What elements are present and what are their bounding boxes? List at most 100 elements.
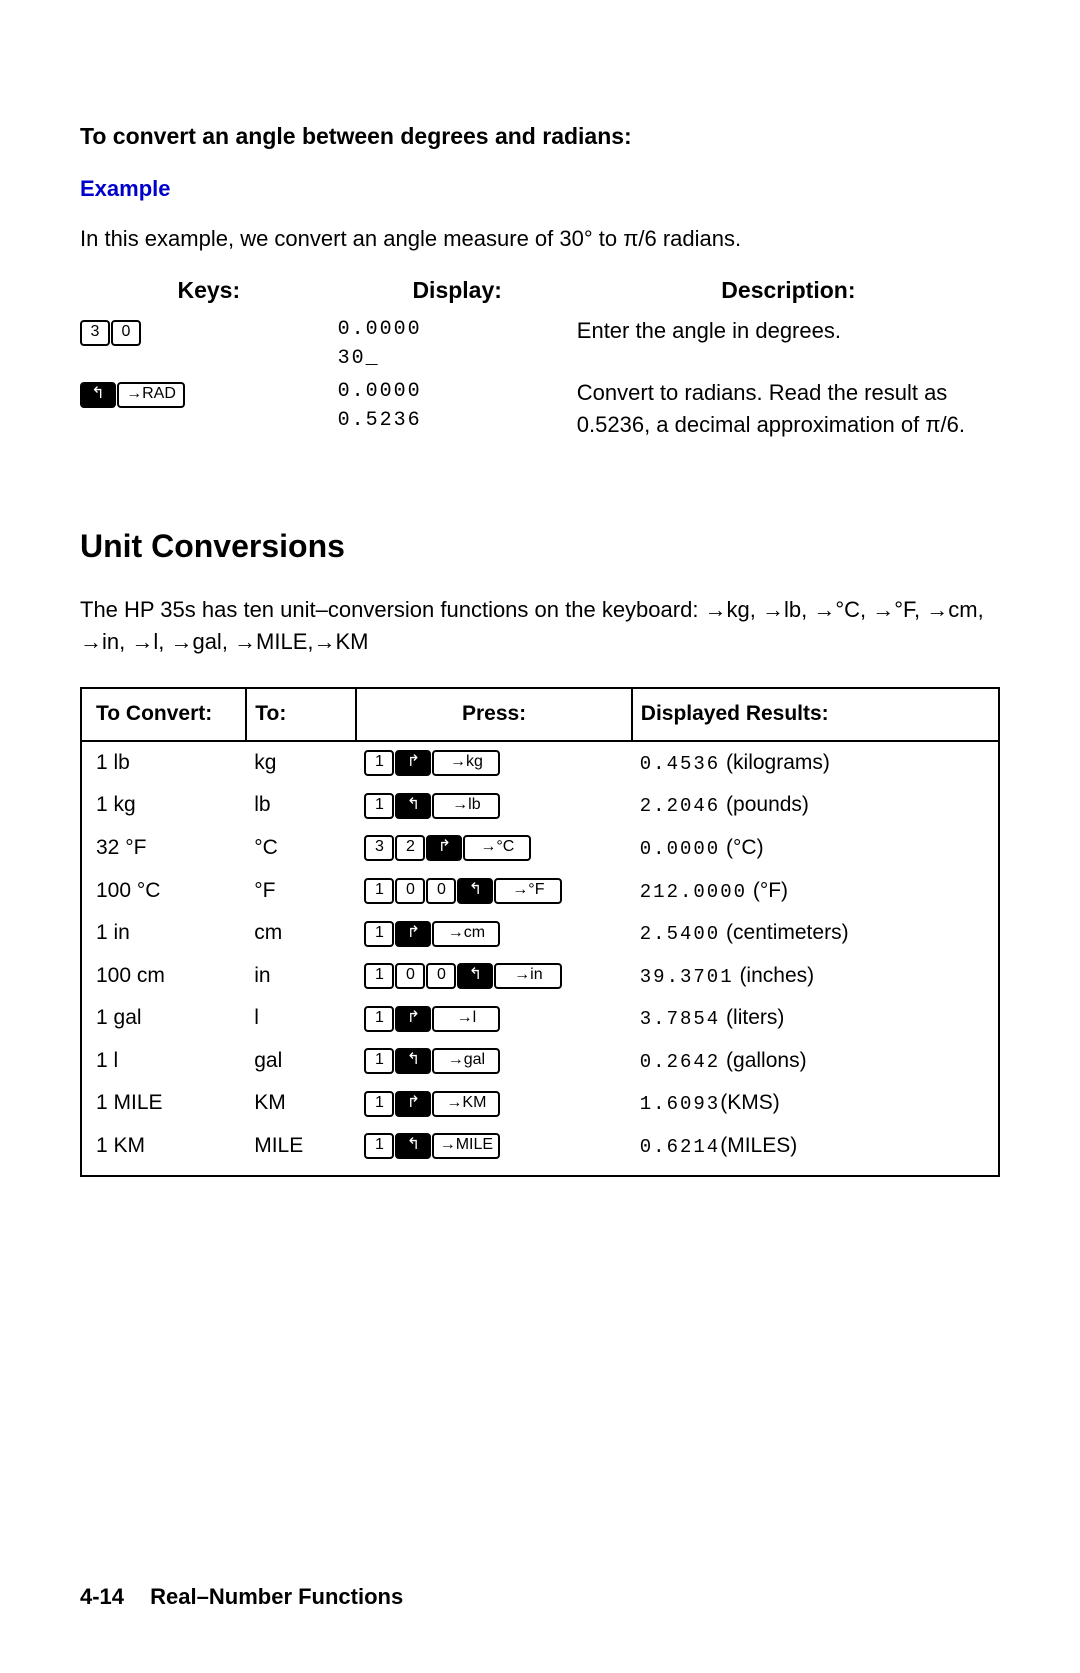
- from-cell: 100 cm: [81, 955, 246, 998]
- result-unit: (pounds): [720, 793, 809, 816]
- result-number: 212.0000: [640, 881, 747, 903]
- example-row: 300.000030_Enter the angle in degrees.: [80, 313, 1000, 375]
- keys-cell: ↰→RAD: [80, 375, 338, 443]
- press-cell: 1↱→kg: [356, 741, 631, 785]
- unit-heading: Unit Conversions: [80, 523, 1000, 569]
- press-cell: 1↰→gal: [356, 1040, 631, 1083]
- result-number: 2.5400: [640, 923, 720, 945]
- to-cell: °F: [246, 870, 356, 913]
- to-cell: lb: [246, 784, 356, 827]
- result-unit: (inches): [734, 964, 815, 987]
- page-number: 4-14: [80, 1584, 124, 1609]
- result-number: 2.2046: [640, 795, 720, 817]
- result-unit: (gallons): [720, 1049, 806, 1072]
- result-cell: 3.7854 (liters): [632, 997, 999, 1040]
- conversion-row: 1 incm1↱→cm2.5400 (centimeters): [81, 912, 999, 955]
- key-digit: 3: [80, 320, 110, 346]
- conversion-row: 100 cmin100↰→in39.3701 (inches): [81, 955, 999, 998]
- page-title: Real–Number Functions: [150, 1584, 403, 1609]
- col-header-result: Displayed Results:: [632, 688, 999, 740]
- keys-cell: 30: [80, 313, 338, 375]
- page-footer: 4-14 Real–Number Functions: [80, 1581, 403, 1613]
- key-digit: 1: [364, 750, 394, 776]
- from-cell: 1 l: [81, 1040, 246, 1083]
- from-cell: 100 °C: [81, 870, 246, 913]
- result-cell: 1.6093(KMS): [632, 1082, 999, 1125]
- key-digit: 0: [395, 878, 425, 904]
- press-cell: 1↱→l: [356, 997, 631, 1040]
- angle-intro: In this example, we convert an angle mea…: [80, 223, 1000, 255]
- key-digit: 1: [364, 793, 394, 819]
- conversion-row: 1 KMMILE1↰→MILE0.6214(MILES): [81, 1125, 999, 1177]
- shift-right-icon: ↱: [395, 921, 431, 947]
- key-digit: 1: [364, 921, 394, 947]
- description-cell: Enter the angle in degrees.: [577, 313, 1000, 375]
- angle-example-table: Keys: Display: Description: 300.000030_E…: [80, 273, 1000, 443]
- key-function: →RAD: [117, 382, 185, 408]
- key-function: →°F: [494, 878, 562, 904]
- conversion-row: 100 °C°F100↰→°F212.0000 (°F): [81, 870, 999, 913]
- press-cell: 1↰→MILE: [356, 1125, 631, 1177]
- to-cell: gal: [246, 1040, 356, 1083]
- conversion-row: 1 MILEKM1↱→KM1.6093(KMS): [81, 1082, 999, 1125]
- from-cell: 1 KM: [81, 1125, 246, 1177]
- conversion-row: 1 lgal1↰→gal0.2642 (gallons): [81, 1040, 999, 1083]
- press-cell: 32↱→°C: [356, 827, 631, 870]
- to-cell: in: [246, 955, 356, 998]
- from-cell: 1 kg: [81, 784, 246, 827]
- key-function: →MILE: [432, 1133, 500, 1159]
- to-cell: cm: [246, 912, 356, 955]
- result-cell: 39.3701 (inches): [632, 955, 999, 998]
- key-digit: 0: [111, 320, 141, 346]
- key-function: →lb: [432, 793, 500, 819]
- shift-left-icon: ↰: [395, 1048, 431, 1074]
- display-line: 0.5236: [338, 406, 571, 435]
- result-number: 1.6093: [640, 1093, 720, 1115]
- key-digit: 0: [426, 963, 456, 989]
- shift-right-icon: ↱: [426, 835, 462, 861]
- result-cell: 2.2046 (pounds): [632, 784, 999, 827]
- shift-right-icon: ↱: [395, 1091, 431, 1117]
- key-digit: 1: [364, 878, 394, 904]
- to-cell: °C: [246, 827, 356, 870]
- shift-left-icon: ↰: [457, 963, 493, 989]
- result-cell: 2.5400 (centimeters): [632, 912, 999, 955]
- display-cell: 0.000030_: [338, 313, 577, 375]
- result-cell: 0.4536 (kilograms): [632, 741, 999, 785]
- result-cell: 0.0000 (°C): [632, 827, 999, 870]
- shift-left-icon: ↰: [395, 793, 431, 819]
- press-cell: 1↱→cm: [356, 912, 631, 955]
- shift-left-icon: ↰: [457, 878, 493, 904]
- col-header-press: Press:: [356, 688, 631, 740]
- key-function: →gal: [432, 1048, 500, 1074]
- press-cell: 1↰→lb: [356, 784, 631, 827]
- from-cell: 32 °F: [81, 827, 246, 870]
- to-cell: kg: [246, 741, 356, 785]
- press-cell: 100↰→°F: [356, 870, 631, 913]
- result-cell: 212.0000 (°F): [632, 870, 999, 913]
- from-cell: 1 gal: [81, 997, 246, 1040]
- to-cell: KM: [246, 1082, 356, 1125]
- key-function: →KM: [432, 1091, 500, 1117]
- result-number: 3.7854: [640, 1008, 720, 1030]
- key-digit: 3: [364, 835, 394, 861]
- to-cell: l: [246, 997, 356, 1040]
- key-function: →kg: [432, 750, 500, 776]
- result-cell: 0.6214(MILES): [632, 1125, 999, 1177]
- shift-left-icon: ↰: [395, 1133, 431, 1159]
- unit-body: The HP 35s has ten unit–conversion funct…: [80, 594, 1000, 658]
- result-unit: (°F): [747, 879, 788, 902]
- conversion-row: 1 kglb1↰→lb2.2046 (pounds): [81, 784, 999, 827]
- press-cell: 1↱→KM: [356, 1082, 631, 1125]
- result-unit: (KMS): [720, 1091, 780, 1114]
- conversion-row: 1 gall1↱→l3.7854 (liters): [81, 997, 999, 1040]
- col-header-description: Description:: [577, 273, 1000, 313]
- to-cell: MILE: [246, 1125, 356, 1177]
- key-digit: 0: [395, 963, 425, 989]
- display-cell: 0.00000.5236: [338, 375, 577, 443]
- result-unit: (MILES): [720, 1134, 797, 1157]
- key-digit: 0: [426, 878, 456, 904]
- result-unit: (kilograms): [720, 751, 830, 774]
- key-function: →cm: [432, 921, 500, 947]
- display-line: 30_: [338, 344, 571, 373]
